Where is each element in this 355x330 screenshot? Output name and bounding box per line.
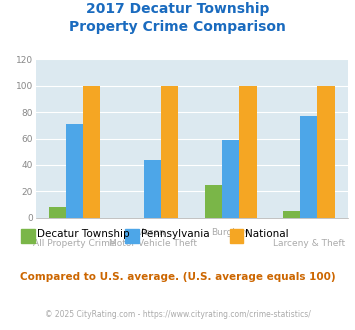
Text: Compared to U.S. average. (U.S. average equals 100): Compared to U.S. average. (U.S. average … <box>20 272 335 282</box>
Bar <box>144 160 161 218</box>
Bar <box>300 116 317 218</box>
Text: Burglary: Burglary <box>212 228 250 237</box>
Text: Pennsylvania: Pennsylvania <box>141 229 209 239</box>
Bar <box>222 140 239 218</box>
Text: © 2025 CityRating.com - https://www.cityrating.com/crime-statistics/: © 2025 CityRating.com - https://www.city… <box>45 310 310 319</box>
Text: Property Crime Comparison: Property Crime Comparison <box>69 20 286 34</box>
Bar <box>161 86 179 218</box>
Text: Decatur Township: Decatur Township <box>37 229 129 239</box>
Text: 2017 Decatur Township: 2017 Decatur Township <box>86 2 269 16</box>
Text: National: National <box>245 229 289 239</box>
Text: Larceny & Theft: Larceny & Theft <box>273 239 345 248</box>
Bar <box>205 185 222 218</box>
Bar <box>239 86 257 218</box>
Bar <box>49 207 66 218</box>
Bar <box>283 211 300 218</box>
Text: Motor Vehicle Theft: Motor Vehicle Theft <box>109 239 197 248</box>
Bar <box>83 86 100 218</box>
Text: Arson: Arson <box>140 228 165 237</box>
Bar <box>66 124 83 218</box>
Text: All Property Crime: All Property Crime <box>33 239 116 248</box>
Bar <box>317 86 335 218</box>
